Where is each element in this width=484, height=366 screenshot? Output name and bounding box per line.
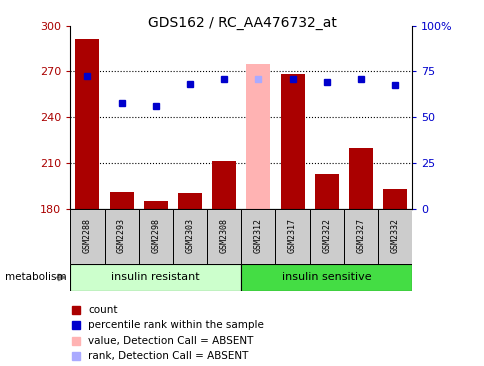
Text: rank, Detection Call = ABSENT: rank, Detection Call = ABSENT <box>88 351 248 361</box>
Text: GSM2288: GSM2288 <box>83 218 92 253</box>
Bar <box>314 173 338 209</box>
Text: insulin resistant: insulin resistant <box>111 272 200 282</box>
Bar <box>343 209 377 264</box>
Bar <box>178 193 201 209</box>
Text: GSM2312: GSM2312 <box>253 218 262 253</box>
Bar <box>104 209 138 264</box>
Bar <box>70 209 104 264</box>
Text: GSM2293: GSM2293 <box>117 218 126 253</box>
Text: value, Detection Call = ABSENT: value, Detection Call = ABSENT <box>88 336 253 346</box>
Bar <box>138 209 172 264</box>
Bar <box>309 209 343 264</box>
Text: GSM2303: GSM2303 <box>185 218 194 253</box>
Bar <box>275 209 309 264</box>
Text: count: count <box>88 305 118 315</box>
Bar <box>280 74 304 209</box>
Bar <box>348 147 372 209</box>
Text: insulin sensitive: insulin sensitive <box>281 272 371 282</box>
Bar <box>76 40 99 209</box>
Bar <box>377 209 411 264</box>
Bar <box>382 189 406 209</box>
Text: GSM2308: GSM2308 <box>219 218 228 253</box>
Bar <box>241 264 411 291</box>
Text: GSM2332: GSM2332 <box>390 218 399 253</box>
Text: percentile rank within the sample: percentile rank within the sample <box>88 320 264 330</box>
Bar <box>246 64 270 209</box>
Bar <box>109 192 133 209</box>
Text: GSM2327: GSM2327 <box>356 218 365 253</box>
Bar <box>212 161 236 209</box>
Text: metabolism: metabolism <box>5 272 66 283</box>
Bar <box>70 264 241 291</box>
Text: GSM2322: GSM2322 <box>321 218 331 253</box>
Bar <box>241 209 275 264</box>
Text: GSM2317: GSM2317 <box>287 218 297 253</box>
Bar <box>207 209 241 264</box>
Text: GSM2298: GSM2298 <box>151 218 160 253</box>
Bar <box>144 201 167 209</box>
Bar <box>172 209 207 264</box>
Text: GDS162 / RC_AA476732_at: GDS162 / RC_AA476732_at <box>148 16 336 30</box>
